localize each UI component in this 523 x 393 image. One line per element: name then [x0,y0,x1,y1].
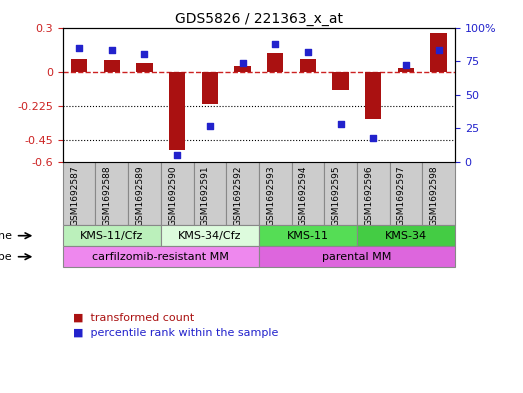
FancyBboxPatch shape [161,225,259,246]
Point [108,47,116,53]
FancyBboxPatch shape [259,225,357,246]
Point [75,44,83,51]
FancyBboxPatch shape [194,162,226,225]
Text: GSM1692589: GSM1692589 [135,165,144,226]
FancyBboxPatch shape [390,162,423,225]
Text: ■  percentile rank within the sample: ■ percentile rank within the sample [73,328,279,338]
FancyBboxPatch shape [259,246,455,267]
Bar [333,72,349,90]
Text: GSM1692587: GSM1692587 [70,165,79,226]
Text: GSM1692595: GSM1692595 [332,165,340,226]
Text: GSM1692592: GSM1692592 [234,165,243,226]
Point [336,121,345,128]
Text: GSM1692588: GSM1692588 [103,165,112,226]
Text: parental MM: parental MM [322,252,392,262]
Point [402,62,410,68]
Point [238,59,247,66]
FancyBboxPatch shape [63,225,161,246]
Text: cell type: cell type [0,252,12,262]
FancyBboxPatch shape [357,162,390,225]
Text: ■  transformed count: ■ transformed count [73,312,195,322]
Text: GSM1692593: GSM1692593 [266,165,275,226]
FancyBboxPatch shape [63,162,95,225]
FancyBboxPatch shape [161,162,194,225]
Bar [430,33,447,72]
Bar [104,60,120,72]
Bar [71,59,87,72]
Text: cell line: cell line [0,231,12,241]
FancyBboxPatch shape [292,162,324,225]
Text: GSM1692598: GSM1692598 [430,165,439,226]
Bar [300,59,316,72]
Text: KMS-34: KMS-34 [385,231,427,241]
Point [173,152,181,158]
Point [206,123,214,129]
Bar [202,72,218,104]
Text: GSM1692594: GSM1692594 [299,165,308,226]
Point [271,40,279,47]
FancyBboxPatch shape [226,162,259,225]
Bar [267,53,283,72]
FancyBboxPatch shape [357,225,455,246]
Bar [398,68,414,72]
FancyBboxPatch shape [423,162,455,225]
Text: GSM1692590: GSM1692590 [168,165,177,226]
Point [369,135,378,141]
Bar [169,72,185,150]
Text: KMS-11: KMS-11 [287,231,329,241]
Title: GDS5826 / 221363_x_at: GDS5826 / 221363_x_at [175,13,343,26]
Text: carfilzomib-resistant MM: carfilzomib-resistant MM [93,252,229,262]
Point [304,49,312,55]
Point [435,47,443,53]
Text: GSM1692597: GSM1692597 [397,165,406,226]
Text: GSM1692591: GSM1692591 [201,165,210,226]
Bar [234,66,251,72]
Bar [365,72,381,119]
FancyBboxPatch shape [259,162,292,225]
FancyBboxPatch shape [324,162,357,225]
FancyBboxPatch shape [63,246,259,267]
Bar [137,62,153,72]
Point [140,51,149,57]
FancyBboxPatch shape [128,162,161,225]
FancyBboxPatch shape [95,162,128,225]
Text: KMS-34/Cfz: KMS-34/Cfz [178,231,242,241]
Text: GSM1692596: GSM1692596 [365,165,373,226]
Text: KMS-11/Cfz: KMS-11/Cfz [80,231,143,241]
